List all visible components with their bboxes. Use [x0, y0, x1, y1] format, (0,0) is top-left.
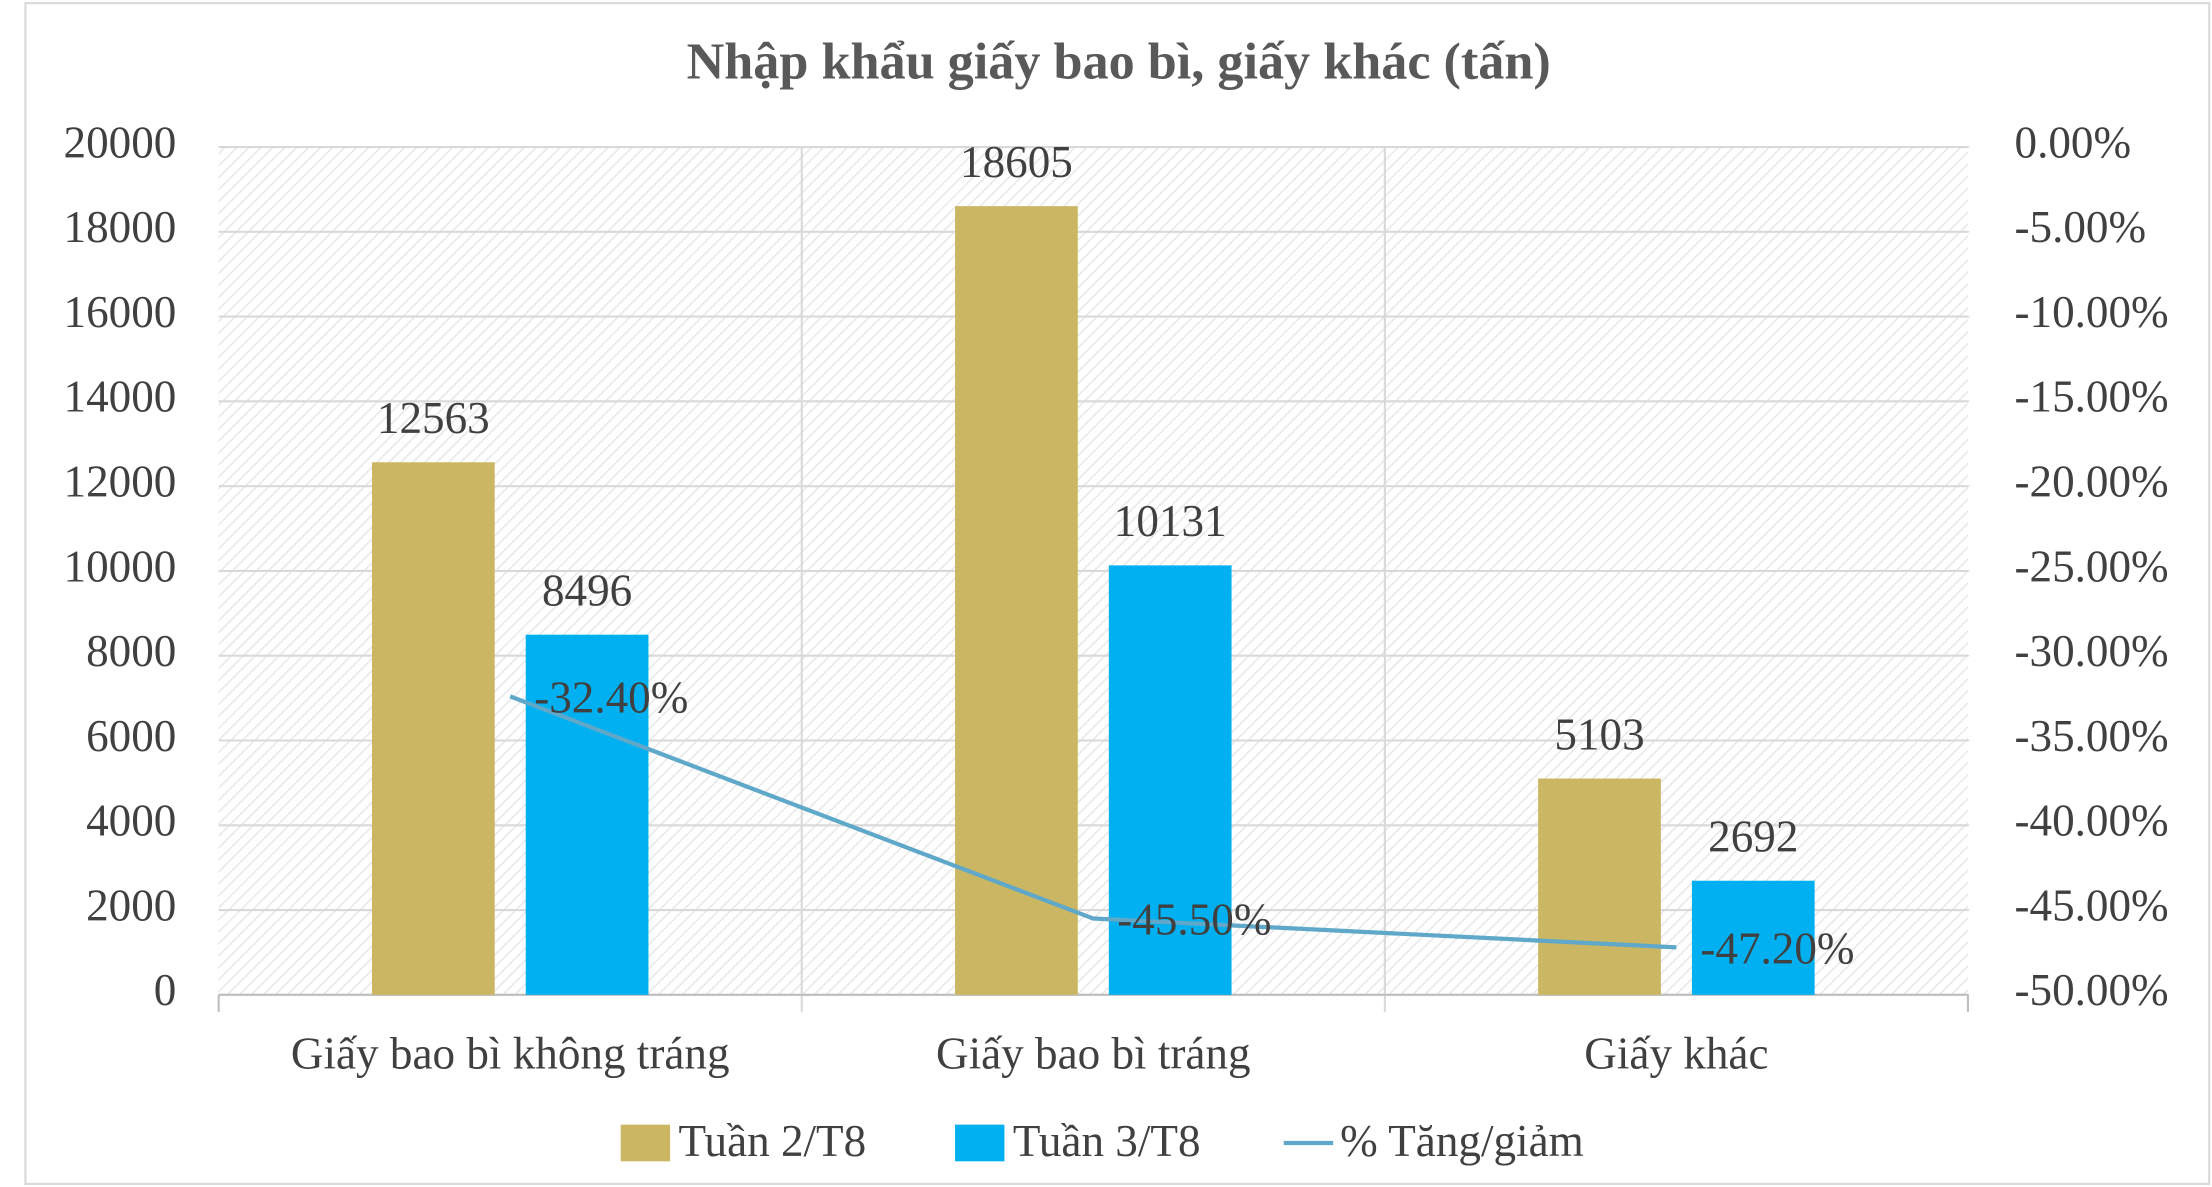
bar — [1691, 880, 1815, 995]
y2-tick-label: -20.00% — [2015, 457, 2169, 507]
y-tick-label: 8000 — [86, 626, 176, 676]
bar-value-label: 8496 — [542, 566, 632, 616]
y-tick-label: 16000 — [64, 287, 177, 337]
y2-tick-label: -35.00% — [2015, 711, 2169, 761]
legend-label: % Tăng/giảm — [1340, 1116, 1584, 1166]
y2-tick-label: -15.00% — [2015, 372, 2169, 422]
bar — [371, 462, 495, 995]
legend-swatch — [620, 1124, 671, 1162]
y2-tick-label: -5.00% — [2015, 202, 2147, 252]
y-tick-label: 4000 — [86, 796, 176, 846]
bar — [525, 634, 649, 995]
y-tick-label: 0 — [154, 965, 177, 1015]
y2-tick-label: -50.00% — [2015, 965, 2169, 1015]
bar-value-label: 18605 — [960, 137, 1073, 187]
x-tick-label: Giấy khác — [1584, 1029, 1768, 1079]
legend-label: Tuần 3/T8 — [1013, 1116, 1201, 1166]
y2-tick-label: -45.00% — [2015, 880, 2169, 930]
y2-tick-label: -40.00% — [2015, 796, 2169, 846]
line — [509, 694, 1677, 950]
line-value-label: -47.20% — [1700, 923, 1854, 973]
bar — [955, 206, 1078, 995]
bar — [1538, 778, 1661, 995]
bar-value-label: 10131 — [1114, 496, 1227, 546]
y2-tick-label: 0.00% — [2015, 117, 2132, 167]
y2-tick-label: -10.00% — [2015, 287, 2169, 337]
y-tick-label: 12000 — [64, 457, 177, 507]
bar-value-label: 12563 — [377, 393, 490, 443]
bar-value-label: 2692 — [1708, 812, 1798, 862]
legend-label: Tuần 2/T8 — [679, 1116, 867, 1166]
y-tick-label: 18000 — [64, 202, 177, 252]
line-value-label: -45.50% — [1117, 895, 1271, 945]
chart-title: Nhập khẩu giấy bao bì, giấy khác (tấn) — [687, 33, 1551, 91]
y-tick-label: 20000 — [64, 117, 177, 167]
x-tick-label: Giấy bao bì tráng — [936, 1029, 1251, 1079]
y2-tick-label: -30.00% — [2015, 626, 2169, 676]
y-tick-label: 14000 — [64, 372, 177, 422]
legend-swatch — [955, 1124, 1005, 1162]
y2-tick-label: -25.00% — [2015, 541, 2169, 591]
y-tick-label: 10000 — [64, 541, 177, 591]
x-tick-label: Giấy bao bì không tráng — [291, 1029, 730, 1079]
bar-value-label: 5103 — [1554, 709, 1644, 759]
line-value-label: -32.40% — [534, 672, 688, 722]
y-tick-label: 2000 — [86, 880, 176, 930]
y-tick-label: 6000 — [86, 711, 176, 761]
